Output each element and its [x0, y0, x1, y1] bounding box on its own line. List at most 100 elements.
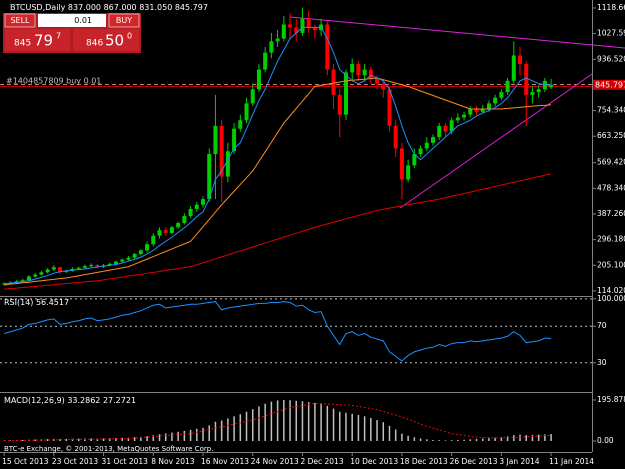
- candle-body: [145, 244, 150, 251]
- candle-body: [113, 261, 118, 264]
- lot-input[interactable]: [38, 14, 106, 27]
- y-tick-label: 936.520: [597, 54, 625, 63]
- candle-body: [350, 63, 355, 73]
- candle-body: [468, 108, 473, 115]
- candle-body: [530, 92, 535, 95]
- plot-area: 1118.6601027.590936.520845.450754.340663…: [0, 3, 625, 466]
- candle-body: [511, 55, 516, 81]
- candle-body: [244, 103, 249, 121]
- price-big: 846: [86, 39, 103, 49]
- ohlc-label: 837.000: [68, 3, 101, 12]
- candle-body: [294, 27, 299, 33]
- x-tick-label: 8 Nov 2013: [151, 457, 194, 466]
- candle-body: [418, 148, 423, 155]
- trendline: [399, 73, 593, 209]
- x-tick-label: 2 Dec 2013: [300, 457, 343, 466]
- candle-body: [95, 265, 100, 267]
- y-tick-label: 569.420: [597, 158, 625, 167]
- panel-header: RSI(14) 56.4517: [4, 298, 69, 307]
- candle-body: [375, 78, 380, 84]
- price-fraction: 0: [127, 32, 132, 41]
- x-tick-label: 24 Nov 2013: [251, 457, 299, 466]
- candle-body: [524, 63, 529, 95]
- candle-body: [182, 216, 187, 224]
- copyright: BTC-e Exchange, © 2001-2013, MetaQuotes …: [4, 445, 213, 453]
- y-tick-label: 663.250: [597, 131, 625, 140]
- candle-body: [219, 125, 224, 177]
- candle-body: [269, 41, 274, 53]
- buy-button[interactable]: [108, 13, 140, 28]
- y-tick-label: 0.00: [597, 436, 614, 445]
- x-tick-label: 3 Jan 2014: [499, 457, 539, 466]
- candle-body: [387, 89, 392, 126]
- ohlc-label: 831.050: [139, 3, 172, 12]
- x-tick-label: 26 Dec 2013: [450, 457, 498, 466]
- candle-body: [176, 223, 181, 228]
- y-tick-label: 1118.660: [597, 3, 625, 12]
- y-tick-label: 30: [597, 358, 607, 367]
- candle-body: [33, 274, 38, 277]
- y-tick-label: 387.260: [597, 209, 625, 218]
- candle-body: [399, 148, 404, 180]
- candle-body: [430, 137, 435, 143]
- indicator-value: 33.2862: [67, 396, 100, 405]
- trendline: [289, 16, 625, 49]
- y-tick-label: 296.180: [597, 235, 625, 244]
- candle-body: [58, 267, 63, 272]
- price-pips: 50: [105, 32, 124, 50]
- candle-body: [45, 269, 50, 273]
- candle-body: [250, 89, 255, 104]
- chart-header: BTCUSD,Daily 837.000 867.000 831.050 845…: [10, 3, 208, 12]
- candle-body: [201, 199, 206, 205]
- candle-body: [455, 117, 460, 121]
- order-label: #1404857809 buy 0.01: [6, 77, 101, 86]
- price-tag-bg: [593, 79, 625, 90]
- indicator-title: MACD(12,26,9): [4, 396, 65, 405]
- x-tick-label: 15 Oct 2013: [2, 457, 49, 466]
- moving-average: [4, 173, 552, 290]
- candle-body: [486, 103, 491, 109]
- x-tick-label: 16 Nov 2013: [201, 457, 249, 466]
- candle-body: [393, 125, 398, 149]
- candle-body: [256, 69, 261, 90]
- candle-body: [424, 142, 429, 149]
- signal-line: [4, 402, 552, 442]
- candle-body: [300, 18, 305, 33]
- candle-body: [437, 125, 442, 138]
- trade-panel: SELL 0.01 BUY 845 79 7 846 50 0: [3, 13, 141, 53]
- candle-body: [368, 69, 373, 79]
- sell-label: SELL: [10, 16, 30, 25]
- candle-body: [107, 263, 112, 266]
- candle-body: [263, 52, 268, 70]
- indicator-value: 56.4517: [36, 298, 69, 307]
- candle-body: [20, 280, 25, 282]
- buy-price-box[interactable]: [73, 29, 139, 51]
- sell-button[interactable]: [4, 13, 36, 28]
- y-tick-label: 70: [597, 321, 607, 330]
- lot-value: 0.01: [74, 16, 92, 25]
- candle-body: [449, 120, 454, 132]
- y-tick-label: 1027.590: [597, 29, 625, 38]
- candle-body: [213, 125, 218, 155]
- y-tick-label: 195.8782: [597, 395, 625, 404]
- y-tick-label: 100.000: [597, 294, 625, 303]
- x-tick-label: 23 Oct 2013: [52, 457, 99, 466]
- candle-body: [312, 27, 317, 31]
- candle-body: [157, 230, 162, 236]
- candle-body: [505, 80, 510, 93]
- y-tick-label: 478.340: [597, 183, 625, 192]
- candle-body: [325, 24, 330, 70]
- candle-body: [188, 208, 193, 217]
- candle-body: [39, 272, 44, 275]
- candle-body: [120, 259, 125, 262]
- candle-body: [356, 63, 361, 76]
- indicator-title: RSI(14): [4, 298, 33, 307]
- x-tick-label: 18 Dec 2013: [400, 457, 448, 466]
- indicator-line: [3, 301, 552, 362]
- x-tick-label: 10 Dec 2013: [350, 457, 398, 466]
- sell-price-box[interactable]: [5, 29, 70, 51]
- candle-body: [26, 276, 31, 281]
- ohlc-label: 867.000: [104, 3, 137, 12]
